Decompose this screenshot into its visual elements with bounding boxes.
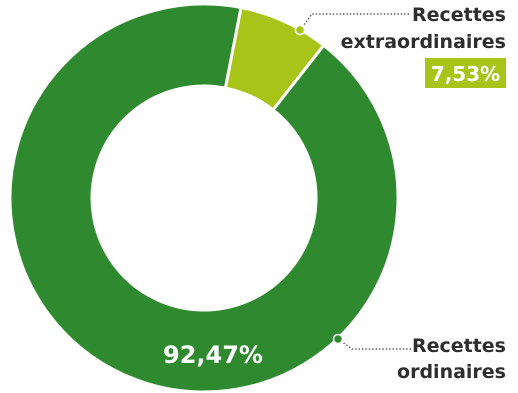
leader-line-ordinaires [337,338,412,350]
pct-badge-extraordinaires [425,58,506,88]
pct-ordinaires: 92,47% [163,341,263,369]
leader-line-extraordinaires [299,13,410,31]
leader-dot-extraordinaires [294,24,306,36]
label-extraordinaires-line2: extraordinaires [341,31,506,53]
label-ordinaires-line1: Recettes [412,335,506,357]
slices-layer [8,2,400,393]
leader-dot-ordinaires [332,333,344,345]
label-ordinaires-line2: ordinaires [397,361,506,383]
pct-extraordinaires: 7,53% [431,62,500,86]
label-extraordinaires-line1: Recettes [412,4,506,26]
slice-ordinaires [8,2,400,393]
